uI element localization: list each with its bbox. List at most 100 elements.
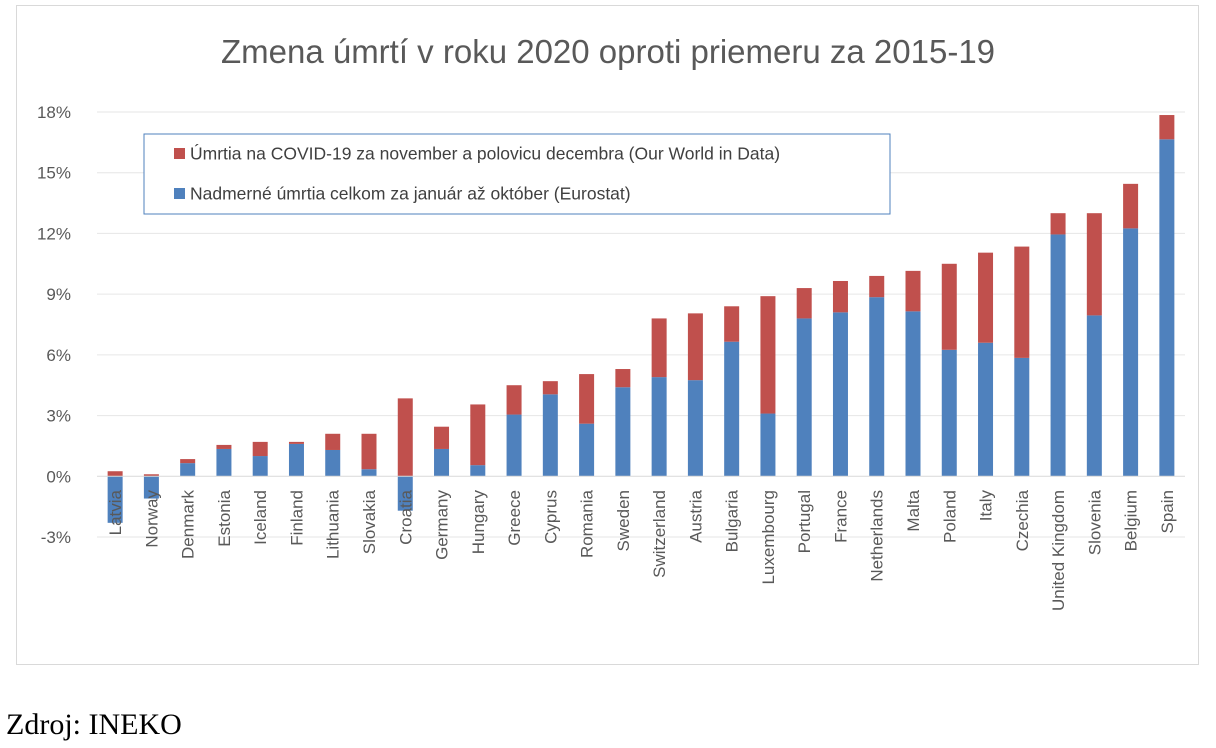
bar-eurostat-spain (1159, 139, 1175, 477)
bar-covid-belgium (1123, 183, 1139, 229)
chart-title: Zmena úmrtí v roku 2020 oproti priemeru … (221, 33, 995, 70)
x-tick-label: Sweden (614, 490, 633, 551)
x-tick-label: Poland (940, 490, 959, 543)
bar-eurostat-lithuania (325, 449, 341, 477)
x-tick-label: Iceland (251, 490, 270, 545)
x-tick-label: Switzerland (650, 490, 669, 578)
bar-eurostat-hungary (470, 465, 486, 477)
x-tick-label: Finland (287, 490, 306, 546)
bar-eurostat-romania (579, 423, 595, 477)
bar-covid-luxembourg (760, 296, 776, 414)
y-tick-label: -3% (41, 528, 71, 547)
bar-covid-iceland (252, 441, 268, 457)
bar-eurostat-netherlands (869, 297, 885, 477)
x-tick-label: Denmark (179, 490, 198, 559)
bar-covid-germany (434, 426, 450, 449)
x-tick-label: Lithuania (324, 489, 343, 559)
legend-swatch-eurostat (174, 188, 185, 199)
x-tick-label: Slovakia (360, 489, 379, 554)
bar-covid-netherlands (869, 275, 885, 298)
bar-covid-lithuania (325, 433, 341, 450)
x-tick-label: Italy (977, 490, 996, 522)
bar-eurostat-estonia (216, 448, 232, 477)
bar-covid-finland (288, 441, 304, 444)
x-tick-label: Belgium (1122, 490, 1141, 551)
bar-eurostat-switzerland (651, 377, 667, 477)
y-tick-label: 12% (37, 224, 71, 243)
bar-covid-denmark (180, 459, 196, 464)
bar-eurostat-portugal (796, 318, 812, 477)
bar-covid-czechia (1014, 246, 1030, 358)
bar-eurostat-greece (506, 414, 522, 477)
x-tick-label: Spain (1158, 490, 1177, 533)
y-tick-label: 15% (37, 164, 71, 183)
x-tick-label: Portugal (795, 490, 814, 553)
bar-covid-switzerland (651, 318, 667, 378)
bar-covid-spain (1159, 115, 1175, 140)
bar-eurostat-france (832, 312, 848, 477)
legend-swatch-covid (174, 148, 185, 159)
bar-covid-cyprus (542, 381, 558, 395)
bar-eurostat-finland (288, 443, 304, 477)
bar-eurostat-poland (941, 349, 957, 477)
x-tick-label: Germany (433, 490, 452, 560)
bar-eurostat-luxembourg (760, 413, 776, 477)
x-tick-label: Cyprus (541, 490, 560, 544)
x-tick-label: Norway (142, 490, 161, 548)
y-axis-ticks: -3% 0% 3% 6% 9% 12% 15% 18% (37, 103, 71, 547)
bar-eurostat-sweden (615, 387, 631, 477)
bar-covid-austria (687, 313, 703, 381)
bar-eurostat-cyprus (542, 394, 558, 477)
bar-eurostat-latvia (107, 476, 123, 523)
bar-covid-hungary (470, 404, 486, 466)
x-tick-label: Austria (686, 489, 705, 542)
bar-covid-latvia (107, 471, 123, 477)
bar-covid-poland (941, 263, 957, 350)
legend-label-eurostat: Nadmerné úmrtia celkom za január až októ… (190, 184, 631, 204)
bar-eurostat-malta (905, 311, 921, 477)
bar-covid-malta (905, 270, 921, 312)
bar-eurostat-austria (687, 380, 703, 477)
y-tick-label: 0% (46, 467, 71, 486)
y-tick-label: 9% (46, 285, 71, 304)
bar-covid-estonia (216, 444, 232, 449)
bar-eurostat-italy (978, 342, 994, 477)
chart-frame: -3% 0% 3% 6% 9% 12% 15% 18% Latvia Norway Denmark… (16, 5, 1199, 665)
bar-covid-france (832, 280, 848, 313)
y-tick-label: 6% (46, 346, 71, 365)
bar-eurostat-iceland (252, 456, 268, 477)
bar-covid-romania (579, 374, 595, 424)
legend-label-covid: Úmrtia na COVID-19 za november a polovic… (190, 143, 780, 164)
bar-eurostat-denmark (180, 463, 196, 477)
bar-covid-slovenia (1086, 213, 1102, 316)
legend-box (143, 133, 891, 215)
y-tick-label: 3% (46, 407, 71, 426)
bar-eurostat-belgium (1123, 228, 1139, 477)
source-note: Zdroj: INEKO (6, 708, 182, 741)
bar-covid-italy (978, 252, 994, 343)
x-tick-label: United Kingdom (1049, 490, 1068, 611)
x-tick-label: Luxembourg (759, 490, 778, 585)
bar-covid-bulgaria (724, 306, 740, 342)
x-tick-label: Czechia (1013, 489, 1032, 551)
bar-eurostat-united-kingdom (1050, 234, 1066, 477)
bar-covid-united-kingdom (1050, 213, 1066, 235)
x-tick-label: Bulgaria (723, 489, 742, 552)
bar-covid-greece (506, 385, 522, 415)
x-tick-label: Hungary (469, 490, 488, 555)
bar-eurostat-norway (143, 476, 159, 499)
bar-covid-croatia (397, 398, 413, 477)
x-tick-label: Netherlands (868, 490, 887, 582)
bar-eurostat-czechia (1014, 357, 1030, 477)
bar-eurostat-germany (434, 448, 450, 477)
bar-eurostat-slovakia (361, 469, 377, 477)
x-tick-label: Croatia (396, 489, 415, 544)
x-tick-label: Malta (904, 489, 923, 531)
bar-eurostat-slovenia (1086, 315, 1102, 477)
x-tick-label: Romania (578, 489, 597, 558)
x-tick-label: Slovenia (1085, 489, 1104, 555)
y-tick-label: 18% (37, 103, 71, 122)
x-tick-label: Estonia (215, 489, 234, 546)
x-tick-label: France (831, 490, 850, 543)
bar-covid-slovakia (361, 433, 377, 470)
